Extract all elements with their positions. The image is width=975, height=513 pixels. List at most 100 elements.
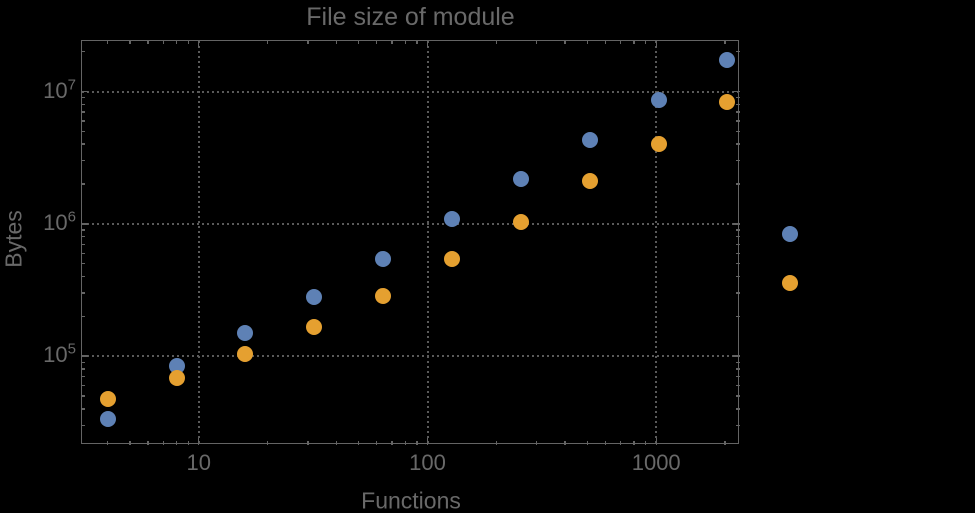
data-point-orange [782,274,799,291]
x-tick-mark [535,40,538,44]
y-tick-mark [736,143,740,145]
data-point-blue [237,325,254,342]
x-tick-mark [335,441,338,445]
data-point-orange [719,94,736,111]
data-point-blue [581,131,598,148]
x-tick-mark [162,441,165,445]
x-tick-label: 1000 [631,450,681,475]
x-tick-mark [147,441,149,445]
y-tick-mark [81,130,85,133]
y-tick-label: 106 [43,208,76,235]
x-tick-mark [416,441,418,445]
y-tick-mark [736,292,740,294]
y-tick-mark [81,111,85,113]
y-gridline [81,355,740,358]
x-tick-mark [107,441,109,445]
y-tick-mark [81,252,85,254]
x-gridline [655,40,658,445]
data-point-blue [444,210,461,227]
x-tick-mark [620,441,622,445]
x-tick-mark [620,40,622,44]
y-tick-mark [81,384,85,387]
y-tick-mark [736,424,740,427]
y-tick-mark [81,90,88,93]
y-tick-mark [81,120,85,122]
data-point-blue [99,411,116,427]
y-tick-mark [81,355,88,357]
x-tick-mark [391,441,393,445]
data-point-blue [650,92,667,109]
y-tick-mark [81,395,85,397]
x-tick-mark [586,40,589,44]
x-tick-mark [376,40,378,44]
x-tick-mark [266,441,269,445]
data-point-orange [99,390,116,407]
y-tick-mark [736,160,740,162]
data-point-orange [650,135,667,152]
x-tick-mark [416,40,418,44]
x-tick-mark [357,441,360,445]
data-point-orange [512,213,529,230]
x-tick-mark [645,441,647,445]
y-tick-mark [81,275,85,278]
x-gridline [197,40,200,445]
y-tick-mark [736,262,740,265]
data-point-orange [581,172,598,189]
y-tick-mark [736,408,740,410]
y-tick-mark [81,103,85,106]
x-tick-mark [175,40,178,44]
x-tick-mark [147,40,149,44]
x-tick-mark [655,40,657,47]
x-tick-mark [162,40,165,44]
x-tick-mark [187,40,190,44]
x-tick-mark [404,441,407,445]
data-point-blue [782,226,799,243]
x-tick-mark [307,40,309,44]
x-tick-mark [655,438,657,445]
x-tick-mark [535,441,538,445]
x-tick-mark [175,441,178,445]
x-tick-mark [357,40,360,44]
y-tick-mark [81,361,85,363]
x-tick-mark [724,40,726,44]
x-tick-label: 10 [186,450,212,475]
x-tick-mark [107,40,109,44]
y-tick-mark [81,96,85,99]
y-tick-mark [736,315,740,318]
x-tick-mark [645,40,647,44]
data-point-orange [237,345,254,362]
x-tick-mark [307,441,309,445]
y-tick-mark [81,292,85,294]
y-tick-mark [736,361,740,363]
y-tick-mark [736,384,740,387]
x-tick-mark [129,441,131,445]
y-tick-mark [81,262,85,265]
y-tick-mark [81,243,85,246]
y-gridline [81,90,740,93]
y-tick-mark [81,160,85,162]
x-tick-mark [633,40,635,44]
data-point-blue [512,171,529,188]
y-tick-mark [81,368,85,370]
x-tick-mark [198,40,200,47]
y-tick-label: 105 [43,340,76,368]
y-tick-mark [81,183,85,185]
y-tick-mark [81,223,88,225]
y-tick-mark [81,235,85,238]
x-tick-mark [633,441,635,445]
y-tick-mark [736,120,740,122]
data-point-orange [375,287,392,304]
x-tick-mark [564,40,566,44]
x-tick-mark [129,40,131,44]
y-tick-mark [736,111,740,113]
data-point-blue [719,52,736,69]
x-axis-label: Functions [361,487,461,513]
x-tick-mark [426,438,429,445]
x-tick-mark [604,441,607,445]
x-tick-label: 100 [409,450,446,475]
x-tick-mark [564,441,566,445]
x-tick-mark [495,40,498,44]
y-tick-mark [736,235,740,238]
